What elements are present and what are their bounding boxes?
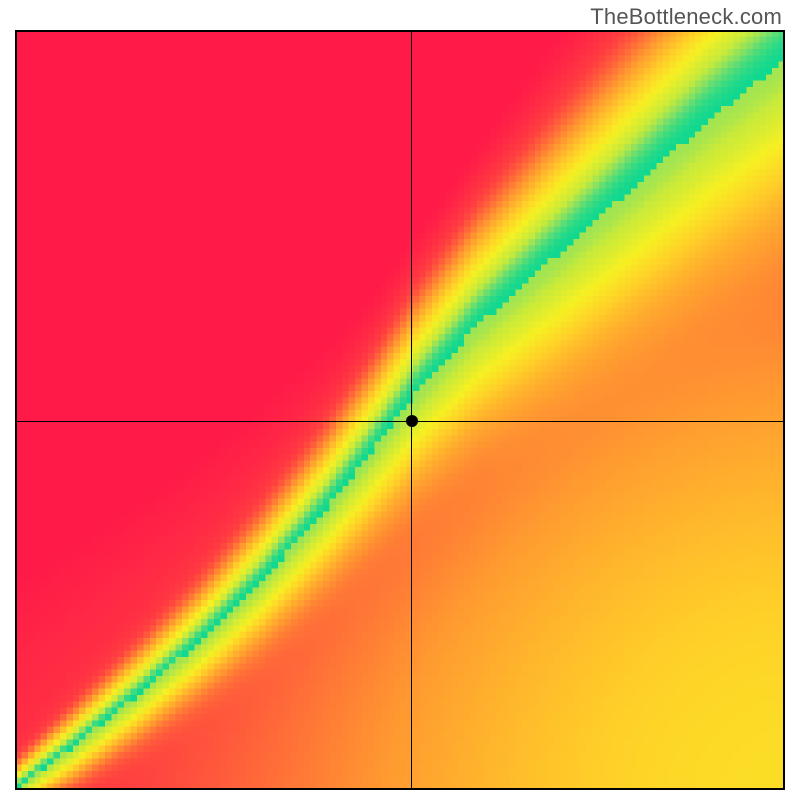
heatmap-canvas [15, 30, 785, 790]
chart-container: TheBottleneck.com [0, 0, 800, 800]
watermark: TheBottleneck.com [590, 4, 782, 30]
